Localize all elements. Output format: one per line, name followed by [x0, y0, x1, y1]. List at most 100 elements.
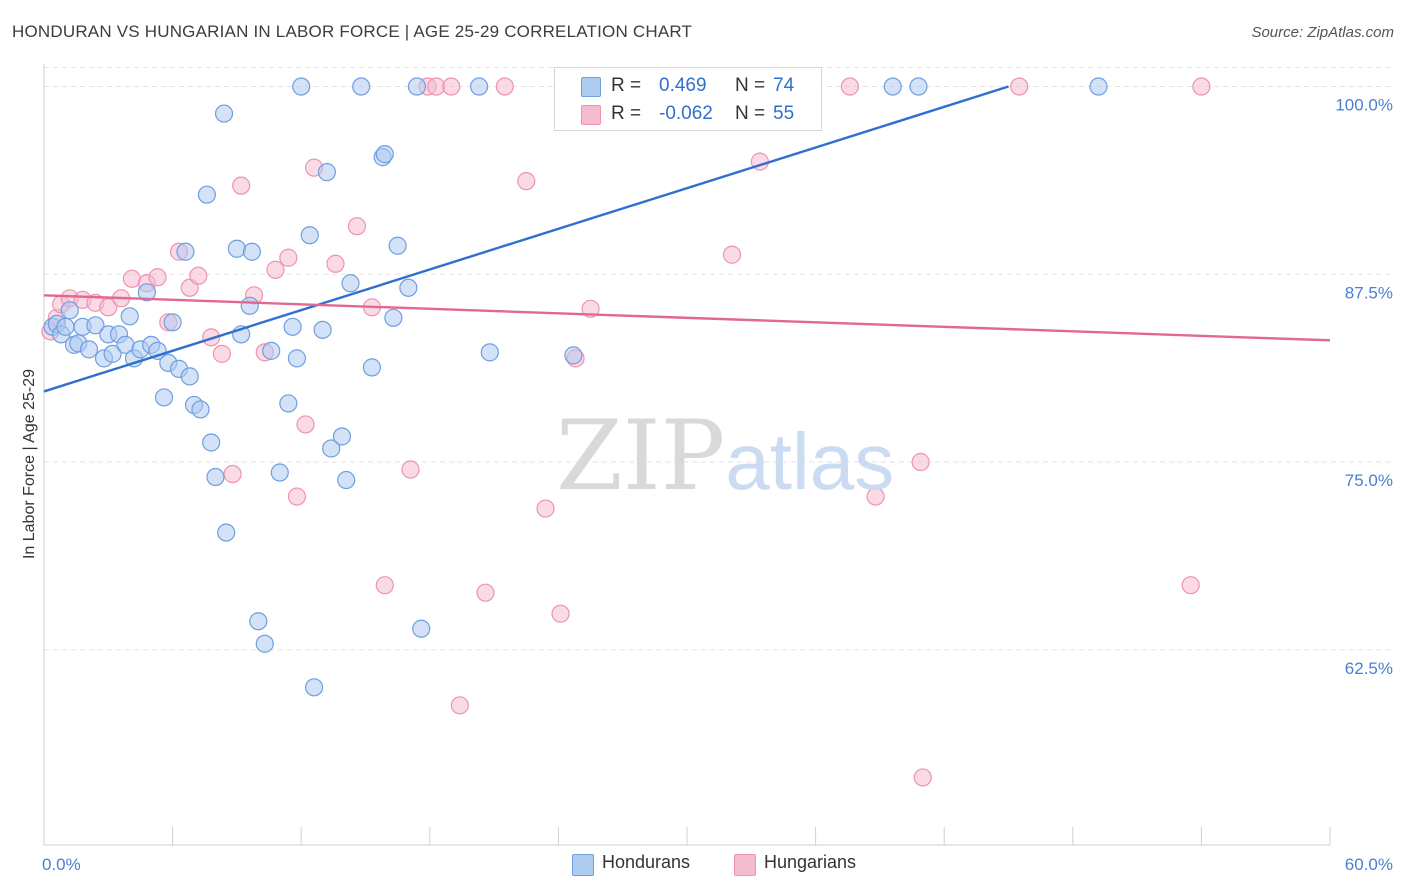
- hondurans-point-54: [352, 77, 371, 96]
- hungarians-point-49: [866, 487, 885, 506]
- hungarians-point-51: [913, 768, 932, 787]
- hondurans-point-61: [407, 77, 427, 96]
- hondurans-r-label: R =: [611, 75, 642, 96]
- hondurans-point-57: [375, 145, 394, 164]
- hondurans-point-48: [313, 320, 332, 339]
- hondurans-point-4: [60, 301, 79, 320]
- hungarians-point-27: [347, 217, 367, 236]
- grid-lines: [44, 67, 1394, 651]
- hondurans-point-23: [163, 313, 182, 332]
- hondurans-point-70: [883, 77, 902, 96]
- hungarians-point-39: [551, 604, 570, 623]
- tick-labels: 62.5% 75.0% 87.5% 100.0% 0.0% 60.0%: [42, 96, 1393, 874]
- hungarians-point-6: [99, 298, 118, 317]
- hondurans-point-31: [206, 467, 225, 487]
- hondurans-point-45: [292, 77, 311, 96]
- hondurans-point-46: [300, 226, 319, 245]
- hondurans-point-52: [337, 470, 356, 490]
- axes: [43, 64, 1331, 846]
- hondurans-point-28: [191, 400, 210, 419]
- legend-hondurans-label: Hondurans: [602, 852, 691, 872]
- hondurans-point-51: [332, 427, 352, 446]
- hungarians-point-23: [287, 487, 307, 506]
- hondurans-point-39: [255, 634, 274, 653]
- hungarians-point-45: [722, 245, 742, 264]
- hungarians-point-53: [1181, 576, 1200, 595]
- hungarians-points: [41, 77, 1211, 787]
- hungarians-point-10: [148, 268, 167, 287]
- hondurans-n-label: N =: [735, 75, 766, 96]
- hondurans-point-44: [287, 349, 307, 368]
- hungarians-point-22: [279, 248, 298, 267]
- hondurans-point-12: [103, 344, 122, 363]
- hondurans-points: [43, 77, 1108, 697]
- hungarians-point-34: [450, 696, 469, 715]
- hungarians-swatch: [581, 105, 601, 125]
- hondurans-point-43: [283, 317, 302, 336]
- hungarians-point-41: [581, 299, 600, 318]
- hungarians-r-label: R =: [611, 103, 642, 124]
- trend-lines: [43, 85, 1331, 393]
- y-tick-label-2: 87.5%: [1345, 283, 1393, 302]
- hondurans-point-29: [197, 185, 216, 204]
- hungarians-point-18: [232, 176, 251, 195]
- hungarians-r-value: -0.062: [659, 103, 713, 124]
- hondurans-point-42: [279, 394, 298, 413]
- legend-hungarians-label: Hungarians: [764, 852, 857, 872]
- hungarians-point-16: [212, 344, 231, 363]
- hungarians-n-label: N =: [735, 103, 766, 124]
- hungarians-point-37: [517, 172, 536, 191]
- hungarians-point-50: [911, 452, 930, 472]
- hungarians-point-33: [442, 77, 461, 96]
- stats-row-hondurans: R = 0.469 N = 74: [555, 73, 821, 101]
- hondurans-point-25: [176, 242, 195, 261]
- hondurans-point-62: [412, 619, 431, 638]
- hondurans-swatch: [581, 77, 601, 97]
- y-tick-label-3: 100.0%: [1335, 96, 1393, 115]
- hondurans-point-64: [480, 343, 499, 362]
- hondurans-point-72: [1089, 77, 1108, 96]
- hondurans-point-66: [564, 346, 583, 365]
- hungarians-point-21: [266, 260, 285, 279]
- hondurans-point-59: [388, 236, 407, 255]
- hondurans-trend-line: [43, 85, 1009, 393]
- legend-hondurans-swatch: [572, 854, 594, 876]
- hondurans-point-3: [56, 317, 75, 336]
- hondurans-point-26: [180, 367, 199, 386]
- hondurans-point-55: [362, 358, 382, 377]
- x-tick-label-1: 60.0%: [1345, 855, 1393, 874]
- hondurans-point-30: [202, 433, 221, 452]
- y-axis-label-wrap: In Labor Force | Age 25-29: [18, 0, 42, 892]
- hungarians-trend-line: [43, 294, 1331, 342]
- hondurans-point-37: [242, 242, 262, 261]
- stats-row-hungarians: R = -0.062 N = 55: [555, 101, 821, 129]
- hungarians-point-26: [326, 254, 345, 273]
- x-tick-label-0: 0.0%: [42, 855, 81, 874]
- legend-hungarians-swatch: [734, 854, 756, 876]
- hondurans-n-value: 74: [773, 75, 795, 96]
- hungarians-point-17: [223, 464, 242, 484]
- hondurans-point-34: [227, 239, 246, 258]
- hungarians-point-48: [840, 77, 859, 96]
- chart-title: HONDURAN VS HUNGARIAN IN LABOR FORCE | A…: [12, 22, 693, 41]
- y-tick-label-1: 75.0%: [1345, 471, 1393, 490]
- hungarians-point-8: [122, 269, 141, 288]
- hungarians-point-35: [476, 583, 495, 602]
- hondurans-point-58: [384, 308, 403, 327]
- hondurans-point-32: [214, 104, 234, 123]
- hungarians-n-value: 55: [773, 103, 795, 124]
- hondurans-point-41: [270, 463, 289, 482]
- hungarians-point-52: [1010, 77, 1029, 96]
- hondurans-r-value: 0.469: [659, 75, 707, 96]
- y-tick-label-0: 62.5%: [1345, 659, 1393, 678]
- hondurans-point-8: [79, 340, 99, 359]
- hungarians-point-14: [189, 266, 208, 285]
- hondurans-point-71: [909, 77, 928, 96]
- hondurans-point-33: [217, 523, 236, 542]
- hondurans-point-9: [86, 316, 105, 335]
- hondurans-point-53: [341, 274, 360, 293]
- hondurans-point-36: [240, 296, 259, 315]
- hondurans-point-21: [154, 388, 174, 407]
- hondurans-point-60: [399, 278, 418, 297]
